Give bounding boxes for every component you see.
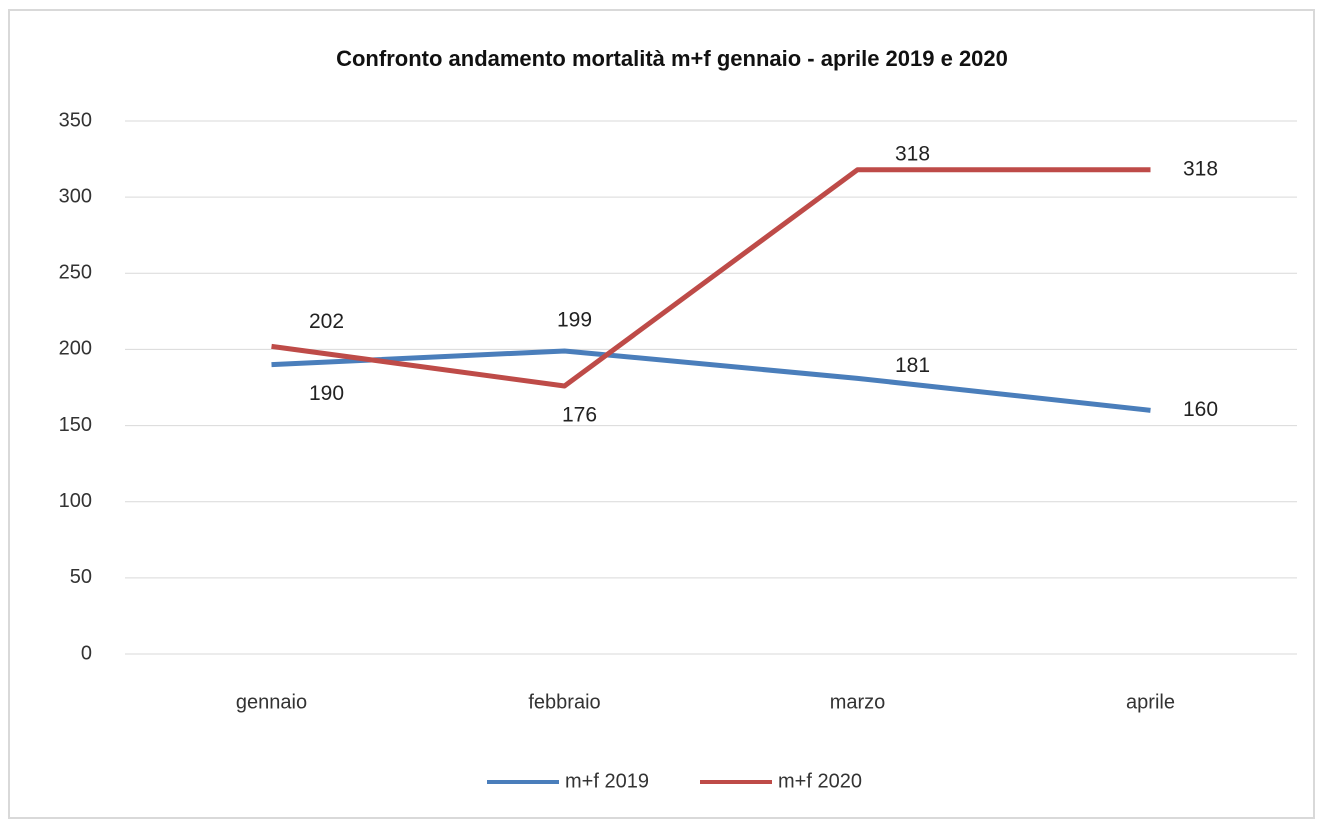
- data-label: 160: [1183, 398, 1218, 421]
- data-label: 199: [557, 308, 592, 331]
- y-tick-label: 300: [59, 185, 92, 207]
- line-series: [271, 167, 1151, 389]
- chart-frame: [8, 9, 1315, 819]
- legend-label: m+f 2019: [565, 770, 649, 792]
- data-label: 190: [309, 382, 344, 405]
- x-tick-label: marzo: [830, 691, 886, 713]
- y-tick-label: 0: [81, 642, 92, 664]
- x-tick-label: aprile: [1126, 691, 1175, 713]
- y-tick-label: 50: [70, 566, 92, 588]
- data-label: 202: [309, 310, 344, 333]
- y-tick-label: 150: [59, 414, 92, 436]
- y-tick-label: 100: [59, 490, 92, 512]
- chart-title: Confronto andamento mortalità m+f gennai…: [336, 46, 1008, 71]
- data-label: 176: [562, 404, 597, 427]
- data-label: 318: [1183, 157, 1218, 180]
- data-label: 181: [895, 354, 930, 377]
- y-tick-label: 350: [59, 109, 92, 131]
- line-series: [271, 348, 1151, 413]
- x-tick-label: febbraio: [528, 691, 600, 713]
- data-label: 318: [895, 142, 930, 165]
- y-tick-label: 200: [59, 338, 92, 360]
- y-tick-label: 250: [59, 262, 92, 284]
- legend-label: m+f 2020: [778, 770, 862, 792]
- x-tick-label: gennaio: [236, 691, 307, 713]
